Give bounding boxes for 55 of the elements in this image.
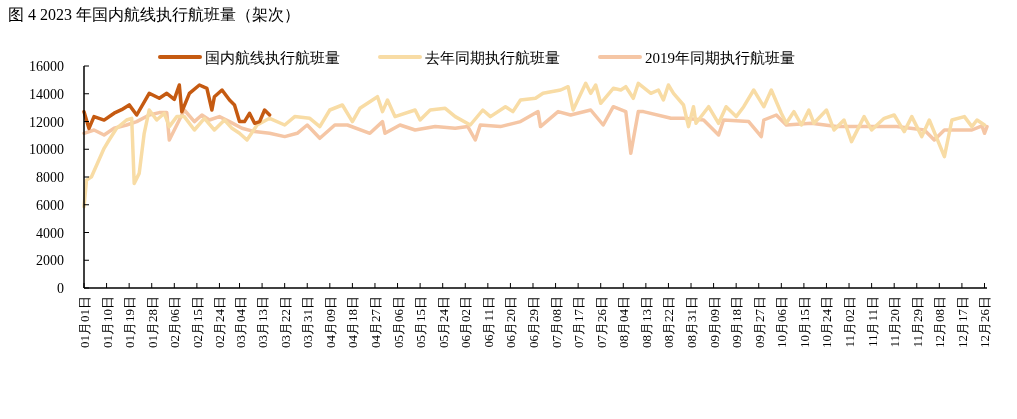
- x-tick-label: 02月06日: [167, 296, 183, 348]
- x-tick-label: 03月22日: [277, 296, 293, 348]
- x-tick-label: 10月24日: [819, 296, 835, 348]
- x-tick-label: 12月08日: [932, 296, 948, 348]
- x-tick-label: 03月04日: [232, 296, 248, 348]
- x-tick-label: 11月20日: [887, 296, 903, 348]
- x-tick-label: 07月08日: [548, 296, 564, 348]
- x-tick-label: 08月31日: [684, 296, 700, 348]
- x-tick-label: 05月24日: [435, 296, 451, 348]
- x-tick-label: 04月18日: [345, 296, 361, 348]
- x-tick-label: 05月15日: [413, 296, 429, 348]
- x-tick-label: 01月10日: [99, 296, 115, 348]
- x-tick-label: 08月22日: [661, 296, 677, 348]
- x-tick-label: 06月29日: [525, 296, 541, 348]
- x-tick-label: 12月26日: [977, 296, 993, 348]
- x-tick-label: 06月20日: [503, 296, 519, 348]
- x-tick-label: 11月29日: [909, 296, 925, 348]
- x-tick-label: 01月01日: [77, 296, 92, 348]
- y-tick-label: 12000: [29, 114, 64, 130]
- legend-label: 2019年同期执行航班量: [645, 50, 795, 66]
- x-tick-label: 07月17日: [571, 296, 587, 348]
- y-tick-label: 6000: [36, 197, 64, 213]
- y-tick-label: 10000: [29, 142, 64, 158]
- legend-label: 去年同期执行航班量: [425, 50, 560, 66]
- x-tick-label: 07月26日: [593, 296, 609, 348]
- x-tick-label: 04月09日: [322, 296, 338, 348]
- x-tick-label: 06月02日: [458, 296, 474, 348]
- x-tick-label: 02月15日: [189, 296, 205, 348]
- x-tick-label: 10月06日: [774, 296, 790, 348]
- x-tick-label: 12月17日: [954, 296, 970, 348]
- x-tick-label: 03月31日: [300, 296, 316, 348]
- y-tick-label: 14000: [29, 86, 64, 102]
- y-tick-label: 8000: [36, 170, 64, 185]
- x-tick-label: 01月19日: [122, 296, 138, 348]
- x-tick-label: 10月15日: [796, 296, 812, 348]
- x-tick-label: 06月11日: [480, 296, 496, 348]
- x-tick-label: 11月11日: [864, 296, 880, 348]
- chart-title: 图 4 2023 年国内航线执行航班量（架次）: [8, 6, 300, 23]
- x-tick-label: 05月06日: [390, 296, 406, 348]
- line-series: [82, 83, 272, 131]
- y-tick-label: 16000: [29, 59, 64, 74]
- y-tick-label: 2000: [36, 253, 64, 269]
- x-tick-label: 09月18日: [729, 296, 745, 348]
- x-tick-label: 02月24日: [212, 296, 228, 348]
- x-tick-label: 11月02日: [842, 296, 858, 348]
- x-tick-label: 09月09日: [706, 296, 722, 348]
- x-tick-label: 08月13日: [638, 296, 654, 348]
- x-tick-label: 03月13日: [255, 296, 271, 348]
- y-tick-label: 4000: [36, 225, 64, 241]
- x-tick-label: 08月04日: [616, 296, 632, 348]
- x-tick-label: 01月28日: [144, 296, 160, 348]
- x-tick-label: 09月27日: [751, 296, 767, 348]
- x-tick-label: 04月27日: [367, 296, 383, 348]
- legend-label: 国内航线执行航班量: [205, 50, 340, 66]
- y-tick-label: 0: [57, 281, 64, 296]
